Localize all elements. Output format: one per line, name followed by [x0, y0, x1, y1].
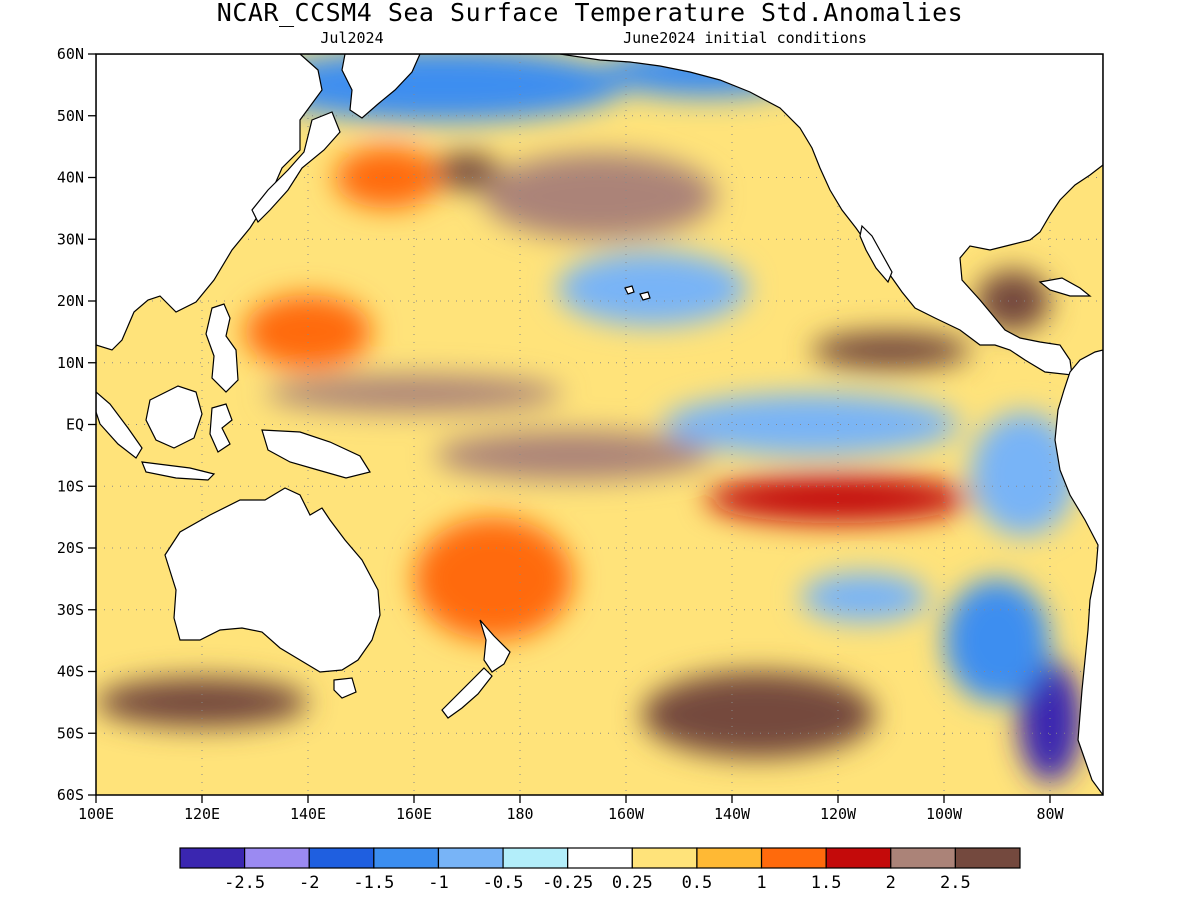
- anomaly-feature-7: [265, 375, 563, 413]
- new-zealand-north-island: [479, 619, 511, 673]
- colorbar-label-5: -0.25: [542, 873, 593, 893]
- lon-tick-label-1: 120E: [184, 805, 220, 823]
- lon-tick-label-6: 140W: [714, 805, 751, 823]
- anomaly-feature-15: [1018, 659, 1082, 783]
- colorbar-label-6: 0.25: [612, 873, 653, 893]
- lon-tick-label-4: 180: [506, 805, 533, 823]
- lat-tick-label-11: 50S: [57, 724, 84, 742]
- lon-tick-label-3: 160E: [396, 805, 432, 823]
- sumatra-island: [96, 391, 143, 459]
- lat-tick-label-7: 10S: [57, 477, 84, 495]
- colorbar-label-10: 2: [886, 873, 896, 893]
- anomaly-feature-3: [557, 251, 748, 326]
- tasmania-island: [333, 677, 357, 699]
- lat-tick-label-3: 30N: [57, 230, 84, 248]
- anomaly-feature-11: [970, 412, 1077, 536]
- colorbar-swatch-9: [760, 847, 827, 869]
- kamchatka-peninsula: [341, 54, 421, 119]
- continents: [96, 54, 1103, 795]
- lat-tick-label-0: 60N: [57, 45, 84, 63]
- anomaly-feature-19: [244, 294, 372, 369]
- anomaly-feature-2: [435, 152, 499, 190]
- anomaly-feature-10: [663, 393, 960, 456]
- lat-tick-label-2: 40N: [57, 169, 84, 187]
- lon-tick-label-9: 80W: [1036, 805, 1064, 823]
- south-america-landmass: [1054, 349, 1103, 795]
- lat-tick-label-4: 20N: [57, 292, 84, 310]
- baja-california: [859, 224, 893, 284]
- lon-tick-label-5: 160W: [608, 805, 645, 823]
- lat-tick-label-9: 30S: [57, 601, 84, 619]
- colorbar-label-0: -2.5: [224, 873, 265, 893]
- japan-islands: [251, 111, 341, 224]
- map-plot-area: [96, 54, 1103, 795]
- init-conditions-label: June2024 initial conditions: [623, 29, 867, 47]
- lat-tick-label-10: 40S: [57, 663, 84, 681]
- colorbar-label-4: -0.5: [483, 873, 524, 893]
- philippines-islands: [205, 303, 239, 393]
- lon-tick-label-2: 140E: [290, 805, 326, 823]
- australia-landmass: [164, 487, 381, 673]
- anomaly-feature-18: [414, 517, 573, 641]
- lat-tick-label-6: EQ: [66, 416, 84, 434]
- map-title: NCAR_CCSM4 Sea Surface Temperature Std.A…: [217, 0, 963, 27]
- lat-tick-label-12: 60S: [57, 786, 84, 804]
- colorbar-swatch-11: [890, 847, 956, 869]
- colorbar-swatch-0: [179, 847, 246, 869]
- anomaly-feature-6: [811, 331, 971, 369]
- colorbar-swatch-5: [502, 847, 569, 869]
- colorbar-label-11: 2.5: [940, 873, 971, 893]
- colorbar-swatch-10: [825, 847, 892, 869]
- lat-tick-label-8: 20S: [57, 539, 84, 557]
- cuba-island: [1038, 277, 1092, 297]
- colorbar-label-9: 1.5: [811, 873, 842, 893]
- new-zealand-south-island: [441, 667, 493, 719]
- north-america-landmass: [559, 54, 1103, 376]
- anomaly-feature-8: [435, 430, 711, 481]
- asia-landmass: [96, 54, 323, 351]
- colorbar-label-1: -2: [299, 873, 319, 893]
- colorbar-swatch-8: [696, 847, 763, 869]
- colorbar-swatch-1: [244, 847, 310, 869]
- colorbar-label-2: -1.5: [353, 873, 394, 893]
- lon-tick-label-8: 100W: [926, 805, 963, 823]
- valid-month-label: Jul2024: [320, 29, 383, 47]
- borneo-island: [145, 385, 203, 449]
- colorbar-swatch-7: [631, 847, 698, 869]
- anomaly-feature-16: [944, 578, 1050, 703]
- colorbar-label-3: -1: [428, 873, 448, 893]
- sulawesi-island: [209, 403, 233, 453]
- new-guinea-island: [261, 429, 371, 479]
- anomaly-feature-12: [800, 572, 929, 623]
- colorbar-label-8: 1: [756, 873, 766, 893]
- lon-tick-label-0: 100E: [78, 805, 114, 823]
- anomaly-feature-0: [334, 146, 441, 209]
- lon-tick-label-7: 120W: [820, 805, 857, 823]
- colorbar-swatch-4: [437, 847, 504, 869]
- map-axes: 60N50N40N30N20N10NEQ10S20S30S40S50S60S10…: [57, 45, 1065, 823]
- colorbar-label-7: 0.5: [682, 873, 713, 893]
- anomaly-feature-13: [641, 671, 876, 758]
- java-island: [141, 461, 216, 481]
- colorbar: -2.5 -2 -1.5 -1 -0.5 -0.25 0.25 0.5 1 1.5 2 2.5: [179, 847, 1021, 893]
- anomaly-feature-1: [482, 152, 717, 240]
- colorbar-swatch-3: [373, 847, 440, 869]
- colorbar-swatch-6: [567, 847, 633, 869]
- lat-tick-label-1: 50N: [57, 107, 84, 125]
- anomaly-feature-9: [705, 473, 971, 524]
- colorbar-swatch-2: [308, 847, 375, 869]
- colorbar-swatch-12: [954, 847, 1021, 869]
- lat-tick-label-5: 10N: [57, 354, 84, 372]
- hawaii-islands: [624, 285, 651, 301]
